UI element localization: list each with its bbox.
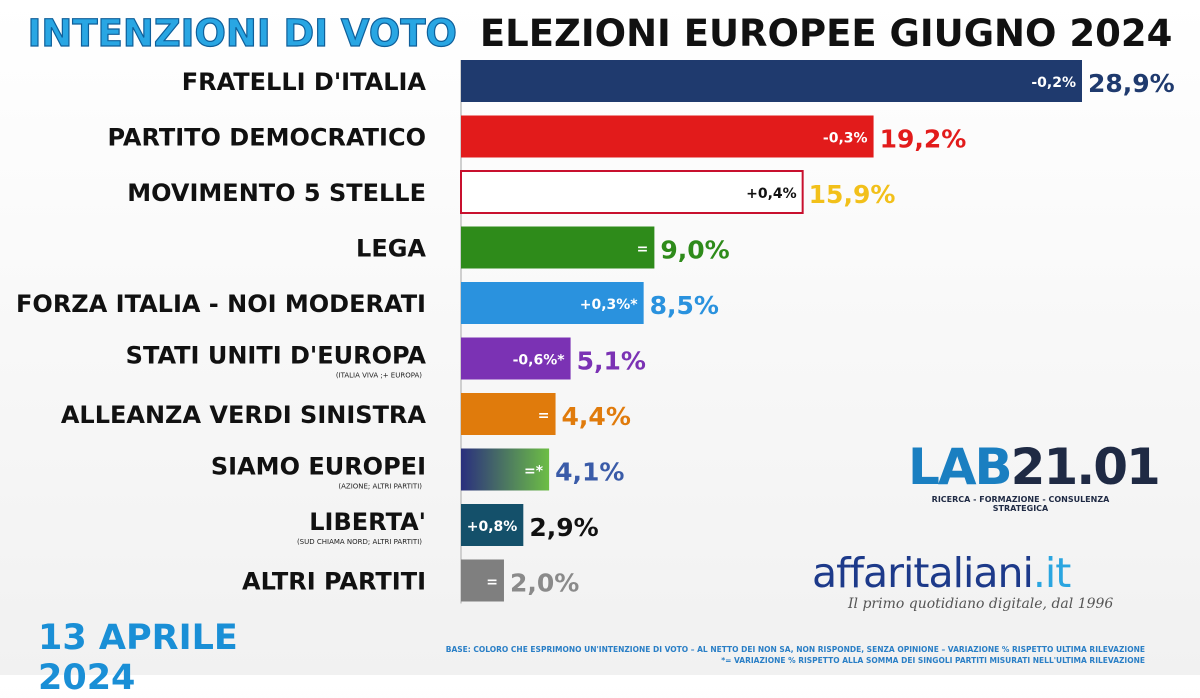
change-label: -0,6%* [513,353,566,369]
change-label: +0,8% [467,519,518,535]
title-part-1: INTENZIONI DI VOTO [28,12,457,55]
bar [461,504,524,546]
category-label: SIAMO EUROPEI [211,453,426,481]
value-label: 5,1% [577,347,646,376]
value-label: 4,4% [562,402,631,431]
category-label: ALLEANZA VERDI SINISTRA [61,401,427,429]
change-label: =* [524,464,544,480]
chart-title-svg: INTENZIONI DI VOTO ELEZIONI EUROPEE GIUG… [27,11,1173,55]
affaritaliani-tagline: Il primo quotidiano digitale, dal 1996 [848,596,1114,612]
value-label: 19,2% [880,125,967,154]
change-label: -0,3% [823,131,868,147]
footnote-base: BASE: COLORO CHE ESPRIMONO UN'INTENZIONE… [445,645,1145,654]
bar [461,448,550,491]
change-label: +0,4% [746,186,797,202]
category-label: LEGA [356,235,426,263]
lab-word: LAB [908,438,1013,496]
lab2101-wordmark: LAB21.01 [908,438,1161,496]
category-sublabel: (ITALIA VIVA ;+ EUROPA) [336,372,422,380]
change-label: = [637,242,649,258]
value-label: 28,9% [1088,69,1175,98]
affaritaliani-tld: .it [1032,549,1071,597]
affaritaliani-name: affaritaliani [812,549,1034,597]
chart-title-text: INTENZIONI DI VOTO ELEZIONI EUROPEE GIUG… [28,12,1173,55]
lab-number: 21.01 [1010,438,1161,496]
category-sublabel: (AZIONE; ALTRI PARTITI) [338,483,422,491]
category-label: ALTRI PARTITI [242,568,426,596]
change-label: = [486,575,498,591]
bar [461,282,644,324]
category-label: LIBERTA' [309,508,426,536]
footnote-asterisk: *= VARIAZIONE % RISPETTO ALLA SOMMA DEI … [721,656,1145,665]
value-label: 4,1% [555,458,624,487]
category-label: STATI UNITI D'EUROPA [126,342,427,370]
category-sublabel: (SUD CHIAMA NORD; ALTRI PARTITI) [297,538,422,546]
footnotes: BASE: COLORO CHE ESPRIMONO UN'INTENZIONE… [330,644,1145,672]
lab2101-logo: LAB21.01 RICERCA - FORMAZIONE - CONSULEN… [908,438,1161,515]
value-label: 15,9% [809,180,896,209]
affaritaliani-logo: affaritaliani.it Il primo quotidiano dig… [812,548,1142,623]
lab2101-tagline: RICERCA - FORMAZIONE - CONSULENZA STRATE… [931,495,1110,513]
change-label: -0,2% [1031,75,1076,91]
bar [461,393,556,435]
value-label: 9,0% [660,236,729,265]
change-label: +0,3%* [580,297,639,313]
category-label: FORZA ITALIA - NOI MODERATI [16,290,426,318]
value-label: 2,0% [510,569,579,598]
bar [460,170,804,214]
title-part-2: ELEZIONI EUROPEE GIUGNO 2024 [480,12,1172,55]
value-label: 8,5% [650,291,719,320]
bar-chart: FRATELLI D'ITALIA -0,2% 28,9% PARTITO DEMOC… [16,60,1175,604]
value-label: 2,9% [529,513,598,542]
bar [461,226,655,269]
bar [461,337,571,380]
category-label: PARTITO DEMOCRATICO [107,124,426,152]
bar [461,115,874,158]
affaritaliani-wordmark: affaritaliani.it [812,548,1142,598]
survey-date: 13 APRILE 2024 [38,618,238,698]
bar [461,559,504,602]
bar [461,60,1082,102]
category-label: FRATELLI D'ITALIA [182,68,427,96]
change-label: = [538,408,550,424]
category-label: MOVIMENTO 5 STELLE [127,179,426,207]
chart-title: INTENZIONI DI VOTO ELEZIONI EUROPEE GIUG… [0,2,1200,62]
